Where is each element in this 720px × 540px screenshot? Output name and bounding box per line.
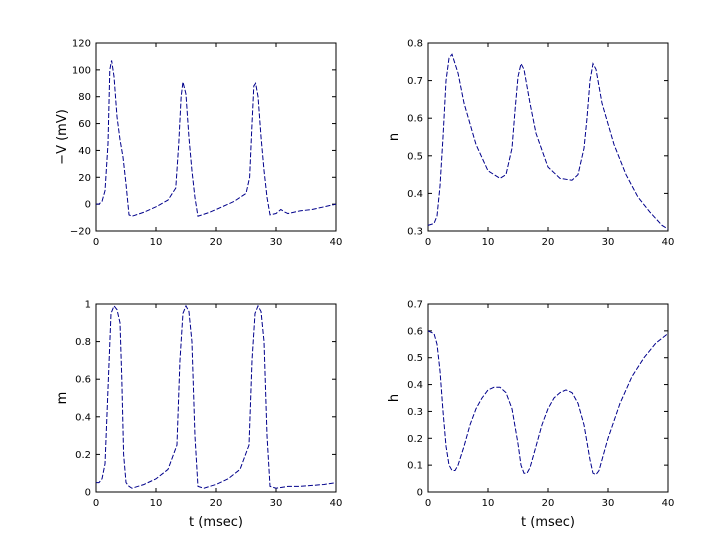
x-tick-label: 30 — [602, 237, 615, 248]
x-tick-label: 40 — [330, 498, 343, 509]
y-tick-label: 0.4 — [407, 380, 423, 391]
y-tick-label: 0.1 — [407, 461, 423, 472]
y-tick-label: 80 — [78, 92, 91, 103]
series-line-voltage — [96, 60, 337, 217]
y-axis-title: m — [55, 392, 70, 405]
y-tick-label: 0.2 — [75, 450, 91, 461]
x-tick-label: 40 — [330, 237, 343, 248]
y-tick-label: 0.5 — [407, 353, 423, 364]
y-tick-label: 120 — [72, 39, 91, 50]
y-tick-label: 20 — [78, 173, 91, 184]
x-tick-label: 10 — [150, 237, 163, 248]
x-tick-label: 0 — [425, 498, 431, 509]
y-tick-label: 0.7 — [407, 300, 423, 311]
y-tick-label: 0.8 — [75, 337, 91, 348]
y-tick-label: 60 — [78, 119, 91, 130]
y-tick-label: 0.3 — [407, 227, 423, 238]
y-tick-label: 0.8 — [407, 39, 423, 50]
y-tick-label: 0.4 — [75, 412, 91, 423]
x-tick-label: 30 — [602, 498, 615, 509]
y-tick-label: 0 — [417, 488, 423, 499]
x-tick-label: 40 — [662, 237, 675, 248]
panel-n-gate: 0 10 20 30 40 0.3 0.4 0.5 0.6 0.7 0.8 n — [387, 39, 674, 249]
y-tick-label: 100 — [72, 65, 91, 76]
x-tick-label: 0 — [93, 237, 99, 248]
series-line-m-gate — [96, 304, 337, 489]
y-tick-label: 0 — [85, 200, 91, 211]
y-tick-label: 0.6 — [407, 326, 423, 337]
x-tick-label: 30 — [270, 237, 283, 248]
y-tick-label: 0 — [85, 488, 91, 499]
y-tick-label: 0.2 — [407, 434, 423, 445]
x-tick-label: 10 — [482, 498, 495, 509]
x-tick-label: 10 — [482, 237, 495, 248]
y-tick-label: 0.3 — [407, 407, 423, 418]
y-tick-label: 0.5 — [407, 151, 423, 162]
y-axis-title: h — [387, 394, 402, 402]
x-tick-label: 20 — [210, 237, 223, 248]
x-tick-label: 20 — [542, 237, 555, 248]
series-line-n-gate — [427, 53, 669, 230]
x-tick-label: 20 — [542, 498, 555, 509]
y-tick-label: 40 — [78, 146, 91, 157]
panel-h-gate: 0 10 20 30 40 0 0.1 0.2 0.3 0.4 0.5 0.6 0.7 h t (msec) — [387, 300, 674, 531]
x-tick-label: 20 — [210, 498, 223, 509]
x-tick-label: 0 — [425, 237, 431, 248]
series-line-h-gate — [427, 330, 669, 476]
x-axis-title: t (msec) — [189, 515, 243, 530]
y-axis-title: n — [387, 133, 402, 141]
y-tick-label: 1 — [85, 300, 91, 311]
x-tick-label: 40 — [662, 498, 675, 509]
y-tick-label: 0.6 — [75, 375, 91, 386]
y-axis-title: −V (mV) — [55, 109, 70, 165]
x-tick-label: 0 — [93, 498, 99, 509]
panel-m-gate: 0 10 20 30 40 0 0.2 0.4 0.6 0.8 1 m t (msec) — [55, 300, 342, 531]
y-tick-label: −20 — [70, 227, 91, 238]
y-tick-label: 0.7 — [407, 76, 423, 87]
x-tick-label: 30 — [270, 498, 283, 509]
x-axis-title: t (msec) — [521, 515, 575, 530]
x-tick-label: 10 — [150, 498, 163, 509]
y-tick-label: 0.4 — [407, 189, 423, 200]
y-tick-label: 0.6 — [407, 114, 423, 125]
